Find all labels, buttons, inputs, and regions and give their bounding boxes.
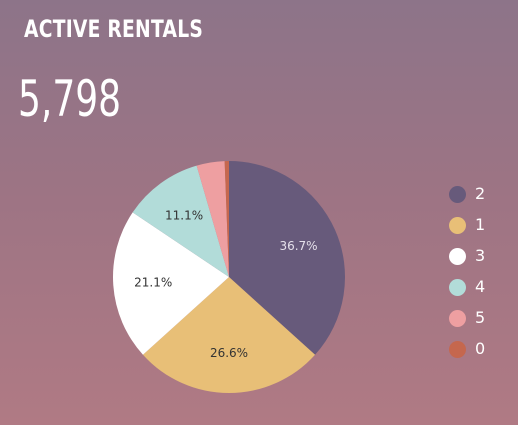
slice-label-1: 26.6% (210, 346, 248, 360)
pie-labels: 36.7% 26.6% 21.1% 11.1% (134, 209, 317, 360)
legend-swatch (449, 185, 466, 203)
legend-swatch (449, 247, 466, 265)
widget-title: ACTIVE RENTALS (24, 15, 204, 43)
legend-item-1[interactable]: 1 (449, 216, 485, 235)
slice-label-2: 36.7% (279, 239, 317, 253)
legend-swatch (449, 278, 466, 296)
legend-label: 3 (475, 246, 486, 266)
legend-label: 1 (475, 215, 486, 235)
legend-swatch (449, 309, 466, 327)
pie-slice-3[interactable] (112, 212, 229, 355)
chart-legend: 2 1 3 4 5 0 (449, 185, 485, 359)
legend-label: 4 (475, 277, 486, 297)
legend-label: 2 (475, 184, 486, 204)
pie-slice-1[interactable] (142, 277, 316, 393)
slice-label-3: 21.1% (134, 276, 172, 290)
legend-item-2[interactable]: 2 (449, 185, 485, 204)
active-rentals-value: 5,798 (18, 70, 122, 128)
legend-item-4[interactable]: 4 (449, 278, 485, 297)
legend-swatch (449, 340, 466, 358)
pie-slices (112, 160, 345, 393)
legend-item-3[interactable]: 3 (449, 247, 485, 266)
pie-slice-2[interactable] (229, 161, 345, 355)
legend-item-0[interactable]: 0 (449, 340, 485, 359)
pie-slice-0[interactable] (224, 160, 229, 277)
legend-label: 5 (475, 308, 486, 328)
legend-item-5[interactable]: 5 (449, 309, 485, 328)
pie-chart: 36.7% 26.6% 21.1% 11.1% (112, 160, 345, 393)
pie-slice-5[interactable] (196, 161, 229, 277)
pie-slice-4[interactable] (132, 165, 229, 277)
legend-label: 0 (475, 339, 486, 359)
legend-swatch (449, 216, 466, 234)
slice-label-4: 11.1% (165, 209, 203, 223)
